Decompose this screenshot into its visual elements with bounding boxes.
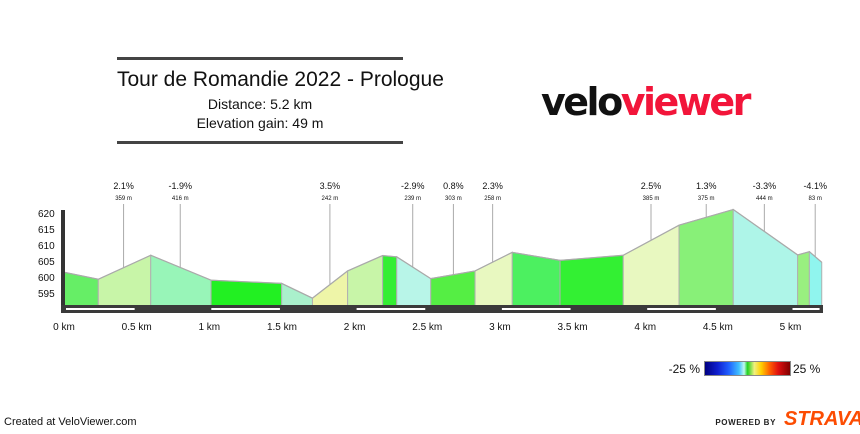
x-tick-label: 1.5 km (267, 322, 297, 333)
x-tick-label: 4.5 km (703, 322, 733, 333)
y-tick-label: 610 (38, 241, 55, 252)
profile-segment (797, 251, 810, 307)
elevation-gain-text: Elevation gain: 49 m (196, 115, 324, 131)
annotation-length: 385 m (643, 196, 660, 202)
y-tick-label: 615 (38, 225, 55, 236)
annotation-length: 359 m (115, 196, 132, 202)
logo-part-viewer: viewer (620, 80, 752, 124)
profile-segment (559, 254, 624, 307)
profile-outline (63, 208, 823, 299)
profile-segment (808, 250, 823, 307)
annotation-grade: 2.3% (482, 181, 503, 191)
profile-segment (430, 270, 476, 307)
y-tick-label: 620 (38, 209, 55, 220)
x-tick-label: 0.5 km (122, 322, 152, 333)
annotation-grade: 0.8% (443, 181, 464, 191)
legend-max-label: 25 % (793, 362, 821, 376)
annotation-length: 375 m (698, 196, 715, 202)
annotation-grade: 1.3% (696, 181, 717, 191)
x-axis-bar (61, 305, 823, 313)
profile-segment (382, 255, 398, 307)
gradient-color-scale (704, 361, 791, 376)
annotation-grade: 2.1% (113, 181, 134, 191)
x-tick-label: 2.5 km (412, 322, 442, 333)
profile-segment (150, 254, 212, 307)
profile-segment (732, 208, 799, 307)
annotation-grade: 2.5% (641, 181, 662, 191)
created-at-link[interactable]: Created at VeloViewer.com (4, 416, 137, 428)
x-tick-label: 0 km (53, 322, 75, 333)
profile-segment (678, 208, 734, 307)
profile-segment (97, 254, 152, 307)
powered-by-text: POWERED BY (715, 418, 776, 427)
x-tick-label: 1 km (198, 322, 220, 333)
logo-part-velo: velo (541, 80, 623, 124)
annotation-length: 258 m (484, 196, 501, 202)
y-tick-label: 600 (38, 273, 55, 284)
annotation-length: 242 m (322, 196, 339, 202)
title-top-rule (117, 57, 403, 60)
profile-segment (396, 255, 432, 307)
annotation-length: 416 m (172, 196, 189, 202)
y-axis-line (61, 210, 65, 310)
distance-text: Distance: 5.2 km (207, 96, 313, 112)
annotation-grade: 3.5% (320, 181, 341, 191)
x-tick-label: 5 km (780, 322, 802, 333)
annotation-grade: -3.3% (753, 181, 777, 191)
x-tick-label: 3.5 km (558, 322, 588, 333)
profile-segment (511, 251, 561, 307)
title-bottom-rule (117, 141, 403, 144)
legend-min-label: -25 % (668, 362, 700, 376)
annotation-length: 83 m (809, 196, 822, 202)
annotation-length: 303 m (445, 196, 462, 202)
profile-segment (281, 282, 313, 307)
annotation-grade: -1.9% (168, 181, 192, 191)
elevation-chart: 595 600 605 610 615 620 0 km 0.5 km 1 km 1.5 km 2 … (38, 181, 827, 333)
strava-logo: STRAVA (784, 408, 860, 430)
y-tick-label: 595 (38, 289, 55, 300)
annotation-length: 444 m (756, 196, 773, 202)
x-axis-stripe (647, 308, 716, 310)
x-axis-stripe (501, 308, 571, 310)
page-title: Tour de Romandie 2022 - Prologue (117, 68, 444, 91)
annotation-grade: -4.1% (803, 181, 827, 191)
x-axis-stripe (356, 308, 426, 310)
profile-segment (63, 271, 99, 307)
profile-segment (210, 279, 283, 307)
annotation-length: 239 m (404, 196, 421, 202)
profile-segment (474, 251, 513, 307)
annotation-grade: -2.9% (401, 181, 425, 191)
veloviewer-logo: veloviewer (541, 80, 752, 124)
x-axis-stripe (66, 308, 135, 310)
x-axis-stripe (211, 308, 280, 310)
x-tick-label: 2 km (344, 322, 366, 333)
x-axis-stripe (792, 308, 820, 310)
x-tick-label: 4 km (634, 322, 656, 333)
x-tick-label: 3 km (489, 322, 511, 333)
y-tick-label: 605 (38, 257, 55, 268)
